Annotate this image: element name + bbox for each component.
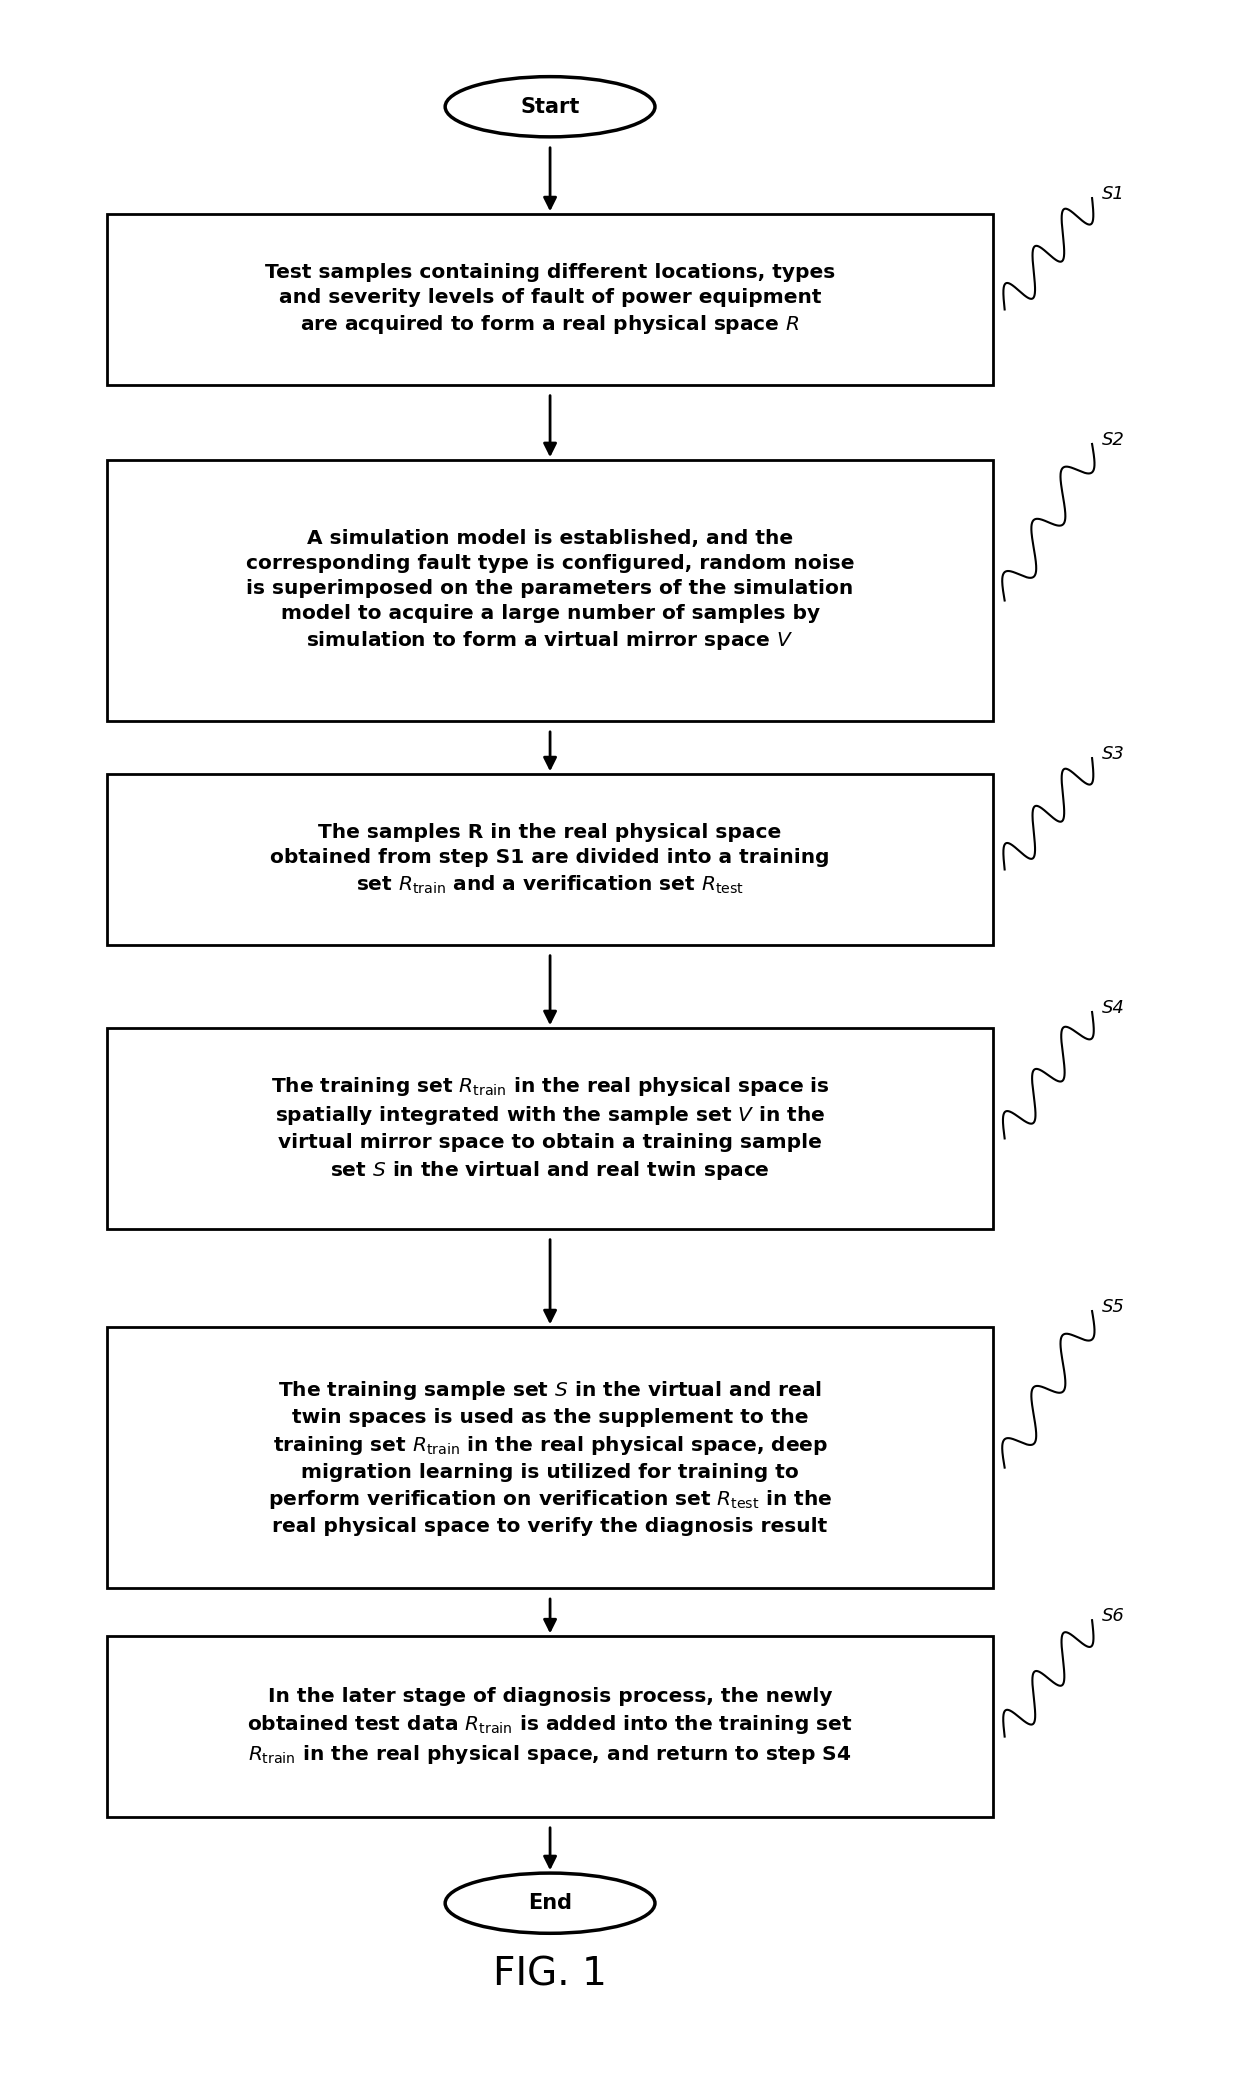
Text: S1: S1 — [1101, 185, 1125, 204]
Text: End: End — [528, 1893, 572, 1914]
Bar — [107, 1028, 993, 1229]
Bar — [107, 1327, 993, 1587]
Text: FIG. 1: FIG. 1 — [494, 1955, 608, 1993]
Text: The training sample set $\mathit{S}$ in the virtual and real
twin spaces is used: The training sample set $\mathit{S}$ in … — [268, 1379, 832, 1537]
Bar — [107, 460, 993, 722]
Text: S4: S4 — [1101, 998, 1125, 1017]
Ellipse shape — [445, 1874, 655, 1932]
Bar — [107, 1637, 993, 1818]
Text: S5: S5 — [1101, 1298, 1125, 1317]
Ellipse shape — [445, 77, 655, 137]
Text: The samples R in the real physical space
obtained from step S1 are divided into : The samples R in the real physical space… — [270, 824, 830, 896]
Text: S2: S2 — [1101, 431, 1125, 449]
Text: Test samples containing different locations, types
and severity levels of fault : Test samples containing different locati… — [265, 262, 836, 337]
Text: In the later stage of diagnosis process, the newly
obtained test data $\mathit{R: In the later stage of diagnosis process,… — [247, 1687, 853, 1766]
Bar — [107, 214, 993, 385]
Text: A simulation model is established, and the
corresponding fault type is configure: A simulation model is established, and t… — [246, 528, 854, 653]
Text: The training set $\mathit{R}_{\mathrm{train}}$ in the real physical space is
spa: The training set $\mathit{R}_{\mathrm{tr… — [270, 1075, 830, 1181]
Text: S6: S6 — [1101, 1608, 1125, 1624]
Bar — [107, 774, 993, 944]
Text: S3: S3 — [1101, 745, 1125, 763]
Text: Start: Start — [521, 98, 580, 116]
